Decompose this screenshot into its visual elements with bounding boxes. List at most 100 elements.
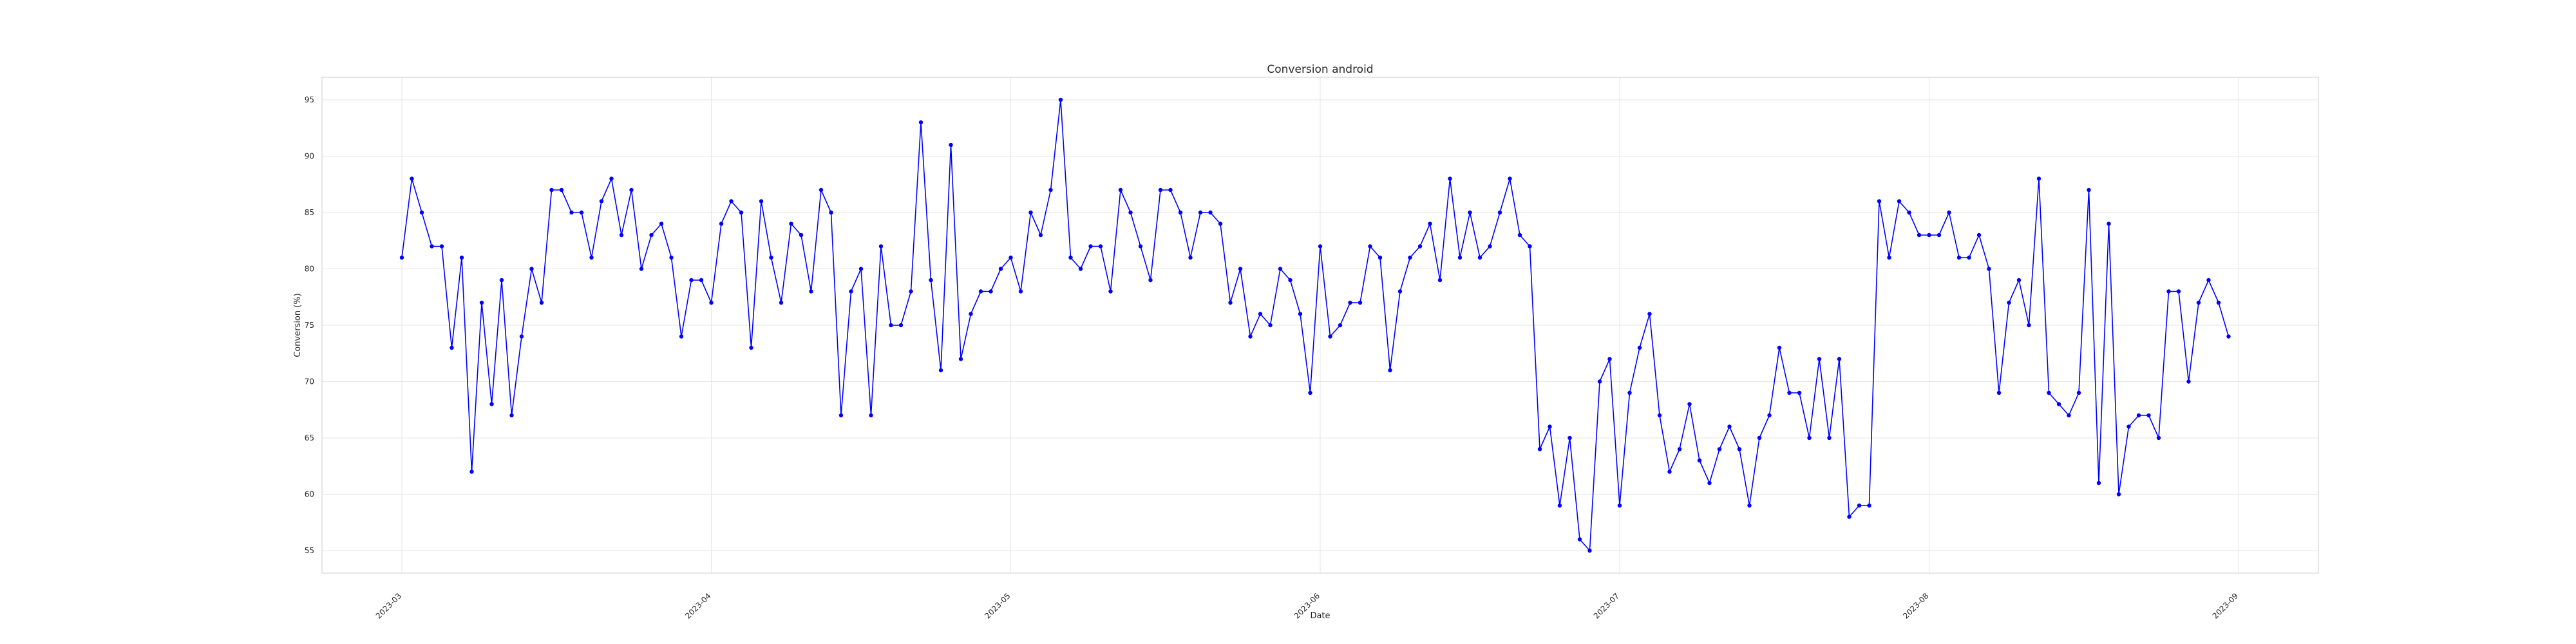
data-point [1817,357,1822,361]
data-point [410,176,414,181]
data-point [1338,323,1343,328]
data-point [589,255,594,260]
data-point [469,469,474,474]
y-tick-label: 95 [305,95,314,104]
data-point [1168,187,1173,193]
data-point [439,244,444,249]
data-point [1807,435,1812,440]
data-point [938,368,943,373]
data-point [1887,255,1891,260]
data-point [1617,503,1622,508]
data-point [450,345,454,350]
grid-lines [322,77,2318,573]
data-point [1468,210,1472,215]
data-point [1827,435,1832,440]
data-point [1597,379,1602,384]
data-point [559,187,564,193]
data-point [1228,300,1233,305]
data-point [2047,390,2051,395]
y-tick-label: 80 [305,265,314,274]
data-point [969,312,973,316]
y-tick-label: 75 [305,321,314,330]
data-point [549,187,554,193]
data-point [1577,537,1582,542]
data-point [1647,312,1652,316]
data-point [1088,244,1093,249]
data-point [989,289,993,294]
data-point [1777,345,1782,350]
data-point [459,255,464,260]
data-point [889,323,893,328]
x-axis-label: Date [1310,611,1330,621]
data-point [499,278,504,283]
data-point [1757,435,1762,440]
data-point [1048,187,1053,193]
y-tick-label: 70 [305,377,314,386]
data-point [1937,232,1942,238]
data-point [1028,210,1033,215]
data-point [1448,176,1452,181]
data-point [1727,424,1732,429]
data-point [1857,503,1862,508]
data-point [1967,255,1971,260]
data-point [649,232,654,238]
y-tick-label: 55 [305,546,314,555]
data-point [1078,267,1083,271]
data-point [1368,244,1372,249]
data-point [1388,368,1392,373]
data-point [1947,210,1951,215]
data-point [399,255,404,260]
data-point [679,334,684,339]
data-point [858,267,864,271]
data-point [789,222,793,226]
data-point [819,187,824,193]
data-point [1417,244,1423,249]
data-point [619,232,624,238]
x-tick-label: 2023-09 [2211,591,2240,620]
data-point [918,120,923,125]
data-point [809,289,813,294]
data-point [958,357,963,361]
data-point [1308,390,1312,395]
data-point [749,345,753,350]
data-point [719,222,724,226]
data-point [1747,503,1752,508]
data-point [1118,187,1123,193]
y-tick-label: 90 [305,152,314,161]
data-point [1098,244,1103,249]
data-point [1128,210,1133,215]
data-point [1278,267,1283,271]
data-point [1497,210,1502,215]
data-point [519,334,524,339]
data-point [1288,278,1293,283]
data-point [2126,424,2131,429]
data-point [1178,210,1183,215]
y-axis: 55 60 65 70 75 80 85 90 95 [305,95,314,555]
data-point [1328,334,1332,339]
data-point [1238,267,1243,271]
data-point [1298,312,1303,316]
data-point [2107,222,2111,226]
data-point [2176,289,2181,294]
data-point [1847,515,1852,519]
data-point [1009,255,1013,260]
data-point [669,255,674,260]
data-point [1248,334,1253,339]
data-point [1508,176,1512,181]
data-point [2076,390,2081,395]
data-point [569,210,574,215]
data-point [769,255,773,260]
data-point [709,300,714,305]
data-point [629,187,634,193]
data-point [1058,97,1063,102]
chart-title: Conversion android [1267,63,1373,76]
data-point [1787,390,1792,395]
data-point [509,413,514,418]
data-point [1627,390,1632,395]
data-point [929,278,933,283]
data-point [978,289,983,294]
data-point [1348,300,1352,305]
data-point [2027,323,2031,328]
data-point [2136,413,2141,418]
